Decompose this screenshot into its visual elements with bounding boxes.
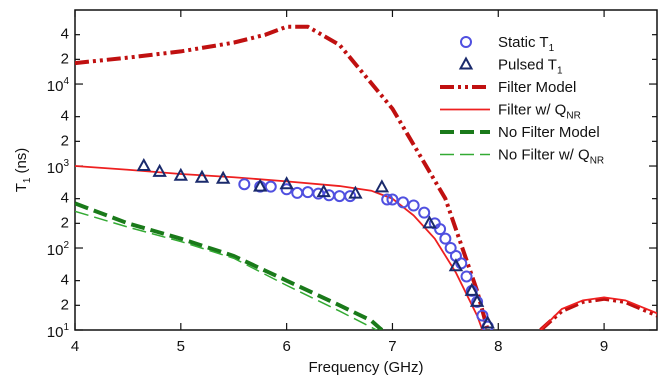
data-point [280, 183, 293, 196]
y-tick-label: 2 [61, 296, 69, 313]
legend-name: Filter w/ Q [498, 102, 566, 119]
y-tick-label: 2 [61, 214, 69, 231]
data-line [75, 210, 377, 330]
legend-name-sub: 1 [549, 43, 555, 54]
y-axis-label-unit: (ns) [13, 148, 30, 174]
data-point [194, 169, 210, 183]
data-point [316, 184, 331, 198]
x-tick-label: 5 [177, 338, 185, 355]
data-point [480, 315, 495, 329]
data-point [333, 190, 346, 203]
y-tick-base: 10 [47, 242, 64, 259]
x-tick-label: 9 [600, 338, 608, 355]
data-point [301, 186, 314, 199]
data-point [252, 178, 268, 192]
data-point [407, 199, 420, 212]
data-line [75, 201, 384, 330]
y-tick-label: 103 [47, 158, 70, 177]
data-point [344, 190, 357, 203]
y-tick-label: 4 [61, 190, 69, 207]
legend-label: No Filter w/ QNR [498, 147, 604, 167]
legend-name: Pulsed T [498, 57, 557, 74]
y-tick-base: 10 [47, 160, 64, 177]
data-point [152, 163, 167, 177]
y-tick-label: 4 [61, 26, 69, 43]
legend-label: No Filter Model [498, 124, 600, 141]
legend-name: Static T [498, 34, 549, 51]
data-point [460, 36, 472, 48]
data-point [476, 309, 489, 322]
y-axis-label: T1 (ns) [13, 148, 33, 193]
legend-label: Filter w/ QNR [498, 102, 581, 122]
y-tick-exponent: 4 [63, 76, 69, 87]
data-point [460, 270, 473, 283]
legend-label: Static T1 [498, 34, 555, 54]
plot-frame [74, 9, 658, 331]
legend-name-sub: 1 [557, 66, 563, 77]
legend-name-sub: NR [590, 156, 604, 167]
legend-name: Filter Model [498, 79, 576, 96]
y-axis-label-sub: 1 [22, 177, 33, 183]
y-tick-base: 10 [47, 324, 64, 341]
data-point [448, 258, 464, 272]
y-tick-label: 2 [61, 50, 69, 67]
y-tick-exponent: 3 [63, 158, 69, 169]
data-point [434, 223, 447, 236]
y-tick-base: 10 [47, 78, 64, 95]
data-line [75, 24, 657, 330]
x-axis-label: Frequency (GHz) [308, 359, 423, 376]
y-tick-label: 102 [47, 240, 70, 259]
data-point [418, 206, 431, 219]
data-point [136, 157, 151, 172]
data-point [422, 215, 437, 229]
data-point [444, 242, 457, 255]
data-point [264, 180, 277, 193]
data-line [75, 165, 657, 330]
y-tick-label: 4 [61, 272, 69, 289]
data-point [348, 185, 363, 199]
plot-area [75, 24, 657, 330]
data-point [374, 179, 390, 193]
data-point [238, 178, 251, 191]
data-point [291, 186, 304, 199]
x-tick-label: 8 [494, 338, 502, 355]
data-point [458, 56, 474, 70]
y-tick-label: 104 [47, 76, 70, 95]
y-tick-label: 2 [61, 132, 69, 149]
data-point [439, 232, 452, 245]
legend-label: Filter Model [498, 79, 576, 96]
data-point [381, 193, 394, 206]
x-tick-label: 6 [282, 338, 290, 355]
data-point [215, 170, 231, 184]
y-tick-exponent: 1 [63, 322, 69, 333]
legend-name: No Filter w/ Q [498, 147, 590, 164]
y-tick-label: 4 [61, 108, 69, 125]
data-point [386, 193, 399, 206]
y-axis-label-main: T [13, 183, 30, 192]
legend-label: Pulsed T1 [498, 57, 563, 77]
x-tick-label: 7 [388, 338, 396, 355]
data-point [279, 176, 294, 190]
legend-name: No Filter Model [498, 124, 600, 141]
y-tick-label: 101 [47, 322, 70, 341]
x-tick-label: 4 [71, 338, 79, 355]
data-point [173, 167, 189, 181]
legend-name-sub: NR [566, 111, 580, 122]
data-point [464, 282, 480, 296]
data-point [469, 293, 485, 307]
y-tick-exponent: 2 [63, 240, 69, 251]
data-point [397, 196, 410, 209]
